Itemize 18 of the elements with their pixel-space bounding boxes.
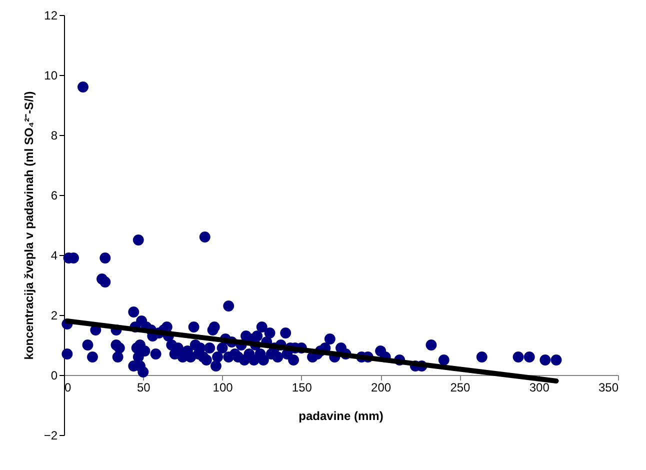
x-tick-label: 250 [450,380,471,394]
y-tick-label: 8 [50,128,58,142]
x-tick-label: 300 [529,380,550,394]
x-tick-label: 100 [212,380,234,394]
x-tick-label: 0 [64,380,72,394]
y-tick-label: 2 [50,308,58,322]
y-tick-label: 4 [50,248,58,262]
x-tick-label: 200 [371,380,392,394]
x-tick-label: 350 [598,380,619,394]
y-tick-label: 6 [50,188,58,202]
y-tick-label: 12 [44,8,58,22]
y-tick-label: 10 [44,68,58,82]
y-tick-label: 0 [50,368,58,382]
x-tick-label: 150 [292,380,312,394]
x-axis-title: padavine (mm) [298,409,384,423]
x-tick-label: 50 [136,380,151,394]
y-axis-title: koncentracija žvepla v padavinah (ml SO₄²⁻-S/l) [22,91,36,360]
y-tick-label: −2 [44,428,58,442]
